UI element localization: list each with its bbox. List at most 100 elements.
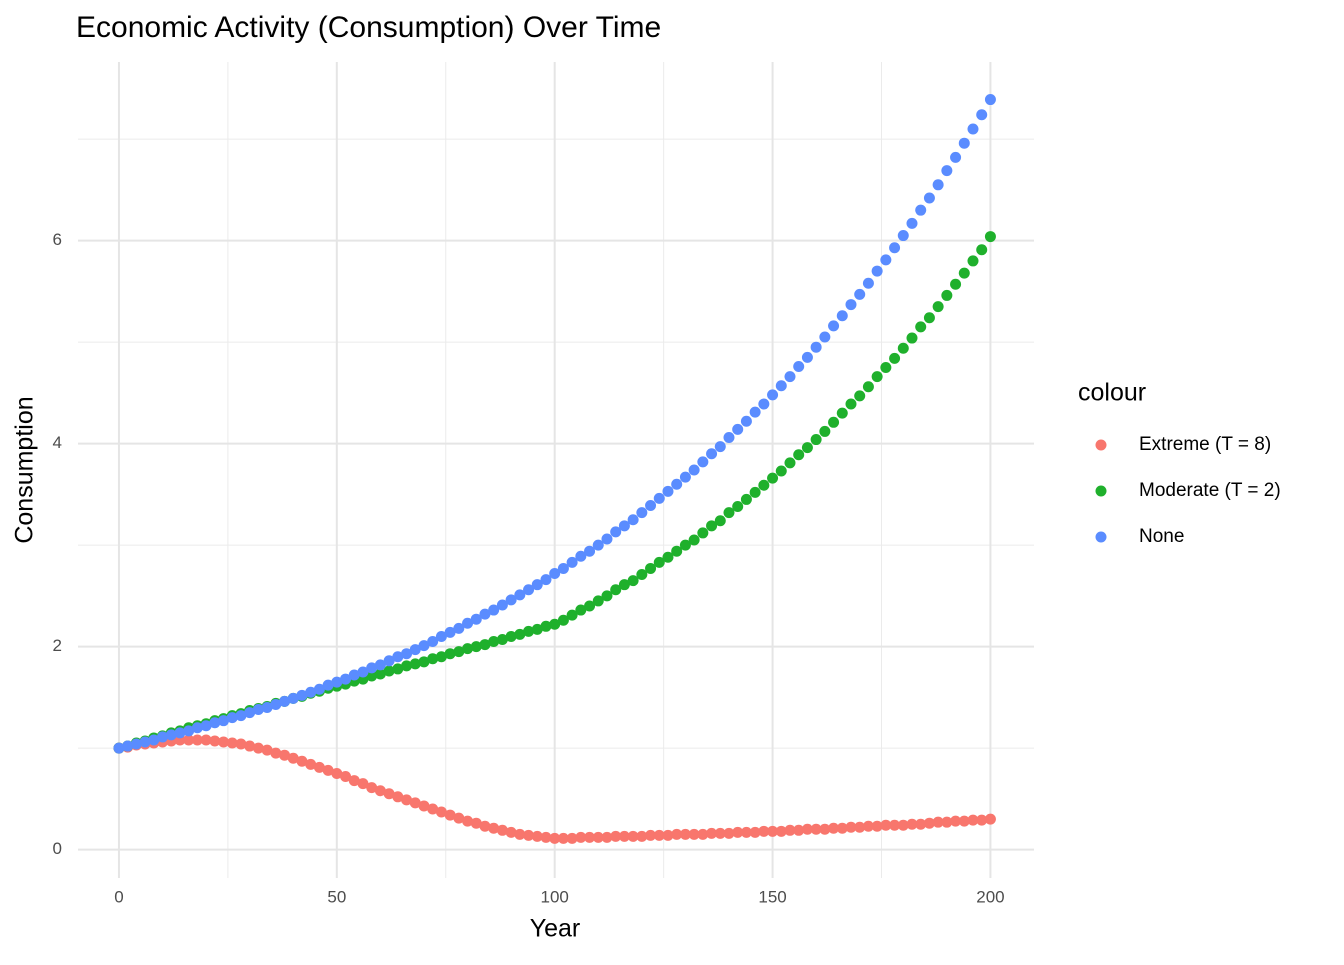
point (862, 381, 874, 393)
point (845, 398, 857, 410)
point (374, 659, 386, 671)
point (235, 710, 247, 722)
point (636, 569, 648, 581)
point (915, 321, 927, 333)
point (226, 712, 238, 724)
point (557, 562, 569, 574)
point (679, 828, 691, 840)
x-tick-label: 200 (976, 887, 1004, 906)
point (540, 574, 552, 586)
point (732, 501, 744, 513)
point (801, 442, 813, 454)
y-tick-label: 0 (53, 839, 62, 858)
point (540, 620, 552, 632)
point (409, 797, 421, 809)
point (191, 734, 203, 746)
point (610, 830, 622, 842)
point (880, 819, 892, 831)
point (139, 736, 151, 748)
point (549, 568, 561, 580)
point (322, 764, 334, 776)
point (584, 545, 596, 557)
point (296, 755, 308, 767)
point (584, 600, 596, 612)
point (828, 320, 840, 332)
point (566, 609, 578, 621)
point (287, 752, 299, 764)
point (584, 831, 596, 843)
point (976, 244, 988, 256)
point (470, 613, 482, 625)
point (157, 731, 169, 743)
point (688, 828, 700, 840)
point (810, 823, 822, 835)
point (313, 761, 325, 773)
point (488, 822, 500, 834)
point (749, 826, 761, 838)
point (819, 823, 831, 835)
point (653, 492, 665, 504)
point (636, 507, 648, 519)
point (305, 686, 317, 698)
point (383, 788, 395, 800)
point (453, 646, 465, 658)
point (366, 782, 378, 794)
y-axis-title: Consumption (11, 396, 39, 543)
point (453, 812, 465, 824)
point (906, 217, 918, 229)
point (261, 701, 273, 713)
point (305, 758, 317, 770)
point (697, 456, 709, 468)
point (941, 165, 953, 177)
legend-label: Moderate (T = 2) (1139, 480, 1281, 501)
point (610, 526, 622, 538)
point (575, 831, 587, 843)
point (130, 738, 142, 750)
point (549, 832, 561, 844)
point (671, 478, 683, 490)
point (244, 740, 256, 752)
point (706, 520, 718, 532)
point (688, 534, 700, 546)
point (758, 479, 770, 491)
point (165, 729, 177, 741)
point (183, 725, 195, 737)
point (252, 704, 264, 716)
point (252, 742, 264, 754)
point (732, 826, 744, 838)
point (209, 717, 221, 729)
point (566, 556, 578, 568)
grid (78, 62, 1034, 878)
point (897, 819, 909, 831)
point (862, 277, 874, 289)
point (592, 539, 604, 551)
point (784, 824, 796, 836)
point (784, 457, 796, 469)
legend-marker (1095, 531, 1107, 543)
point (976, 814, 988, 826)
point (871, 265, 883, 277)
point (932, 179, 944, 191)
point (496, 599, 508, 611)
legend-title: colour (1078, 379, 1146, 407)
point (331, 767, 343, 779)
point (505, 594, 517, 606)
point (462, 617, 474, 629)
point (740, 415, 752, 427)
point (270, 698, 282, 710)
point (435, 651, 447, 663)
point (923, 192, 935, 204)
point (383, 655, 395, 667)
point (915, 818, 927, 830)
point (801, 351, 813, 363)
point (836, 310, 848, 322)
point (287, 692, 299, 704)
point (984, 231, 996, 243)
point (775, 825, 787, 837)
point (279, 695, 291, 707)
point (723, 827, 735, 839)
point (662, 551, 674, 563)
point (340, 673, 352, 685)
point (340, 771, 352, 783)
